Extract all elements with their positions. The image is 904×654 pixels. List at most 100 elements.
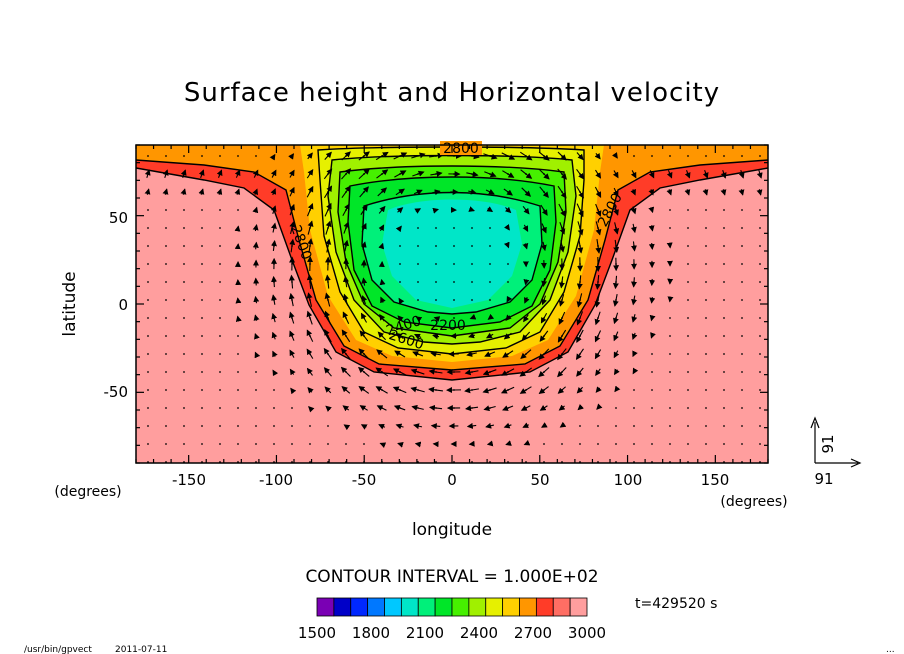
- grid-dot: [705, 317, 707, 319]
- grid-dot: [237, 425, 239, 427]
- velocity-arrow: [594, 275, 601, 290]
- velocity-arrow: [289, 203, 295, 216]
- grid-dot: [453, 281, 455, 283]
- velocity-arrow: [613, 222, 620, 235]
- velocity-arrow: [519, 386, 532, 394]
- velocity-arrow: [410, 368, 425, 375]
- velocity-arrow: [411, 404, 424, 411]
- colorbar-swatch: [350, 597, 369, 617]
- velocity-arrow: [288, 292, 295, 307]
- velocity-arrow: [358, 168, 370, 180]
- velocity-arrow: [558, 404, 566, 411]
- grid-dot: [759, 245, 761, 247]
- grid-dot: [147, 227, 149, 229]
- x-tick-label: 50: [530, 471, 549, 489]
- grid-dot: [183, 425, 185, 427]
- grid-dot: [345, 443, 347, 445]
- grid-dot: [705, 389, 707, 391]
- colorbar-label: 2100: [406, 624, 444, 642]
- y-tick-label: 50: [109, 209, 128, 227]
- grid-dot: [183, 227, 185, 229]
- grid-dot: [219, 443, 221, 445]
- grid-dot: [255, 389, 257, 391]
- grid-dot: [201, 209, 203, 211]
- grid-dot: [435, 263, 437, 265]
- velocity-arrow: [595, 221, 602, 236]
- velocity-arrow: [538, 348, 550, 360]
- velocity-arrow: [576, 293, 583, 308]
- x-tick-label: 100: [614, 471, 643, 489]
- velocity-arrow: [342, 311, 350, 324]
- grid-dot: [741, 299, 743, 301]
- grid-dot: [759, 227, 761, 229]
- velocity-arrow: [483, 405, 496, 412]
- grid-dot: [579, 443, 581, 445]
- grid-dot: [741, 389, 743, 391]
- velocity-arrow: [377, 187, 388, 197]
- velocity-arrow: [271, 331, 278, 340]
- velocity-arrow: [395, 225, 402, 233]
- velocity-arrow: [325, 238, 332, 253]
- grid-dot: [165, 281, 167, 283]
- velocity-arrow: [576, 152, 584, 161]
- contour-band-2100: [382, 199, 522, 308]
- grid-dot: [741, 209, 743, 211]
- grid-dot: [723, 209, 725, 211]
- velocity-arrow: [595, 239, 602, 254]
- grid-dot: [147, 263, 149, 265]
- velocity-arrow: [430, 423, 441, 430]
- velocity-arrow: [358, 348, 370, 360]
- velocity-arrow: [631, 295, 638, 306]
- velocity-arrow: [323, 185, 333, 199]
- grid-dot: [453, 299, 455, 301]
- grid-dot: [741, 155, 743, 157]
- velocity-arrow: [539, 405, 548, 411]
- velocity-arrow: [558, 294, 565, 307]
- velocity-arrow: [520, 405, 531, 411]
- grid-dot: [147, 371, 149, 373]
- velocity-arrow: [577, 404, 584, 411]
- grid-dot: [147, 389, 149, 391]
- velocity-arrow: [235, 297, 242, 304]
- velocity-arrow: [648, 225, 655, 232]
- grid-dot: [201, 281, 203, 283]
- velocity-arrow: [180, 188, 187, 195]
- velocity-arrow: [486, 206, 494, 213]
- velocity-arrow: [503, 422, 512, 429]
- grid-dot: [741, 335, 743, 337]
- colorbar-label: 1500: [298, 624, 336, 642]
- grid-dot: [435, 299, 437, 301]
- velocity-arrow: [289, 368, 296, 376]
- velocity-arrow: [538, 386, 549, 395]
- velocity-arrow: [630, 206, 637, 215]
- velocity-arrow: [538, 151, 550, 161]
- grid-dot: [255, 371, 257, 373]
- velocity-arrow: [252, 169, 259, 178]
- grid-dot: [183, 317, 185, 319]
- velocity-arrow: [216, 169, 223, 178]
- velocity-arrow: [485, 332, 494, 339]
- velocity-arrow: [379, 278, 386, 286]
- grid-dot: [651, 407, 653, 409]
- grid-dot: [759, 335, 761, 337]
- grid-dot: [291, 443, 293, 445]
- grid-dot: [687, 263, 689, 265]
- x-tick-label: -50: [352, 471, 377, 489]
- grid-dot: [183, 353, 185, 355]
- velocity-arrow: [306, 329, 314, 342]
- velocity-arrow: [270, 169, 277, 178]
- x-tick-labels: -150 -100 -50 0 50 100 150: [172, 471, 729, 489]
- velocity-arrow: [576, 185, 584, 199]
- colorbar-swatch: [519, 597, 537, 617]
- grid-dot: [183, 245, 185, 247]
- grid-dot: [759, 443, 761, 445]
- grid-dot: [201, 335, 203, 337]
- grid-dot: [219, 299, 221, 301]
- velocity-arrow: [272, 350, 278, 358]
- grid-dot: [219, 389, 221, 391]
- velocity-arrow: [613, 239, 620, 254]
- grid-dot: [687, 227, 689, 229]
- grid-dot: [687, 371, 689, 373]
- velocity-arrow: [342, 203, 350, 217]
- velocity-arrow: [468, 332, 476, 339]
